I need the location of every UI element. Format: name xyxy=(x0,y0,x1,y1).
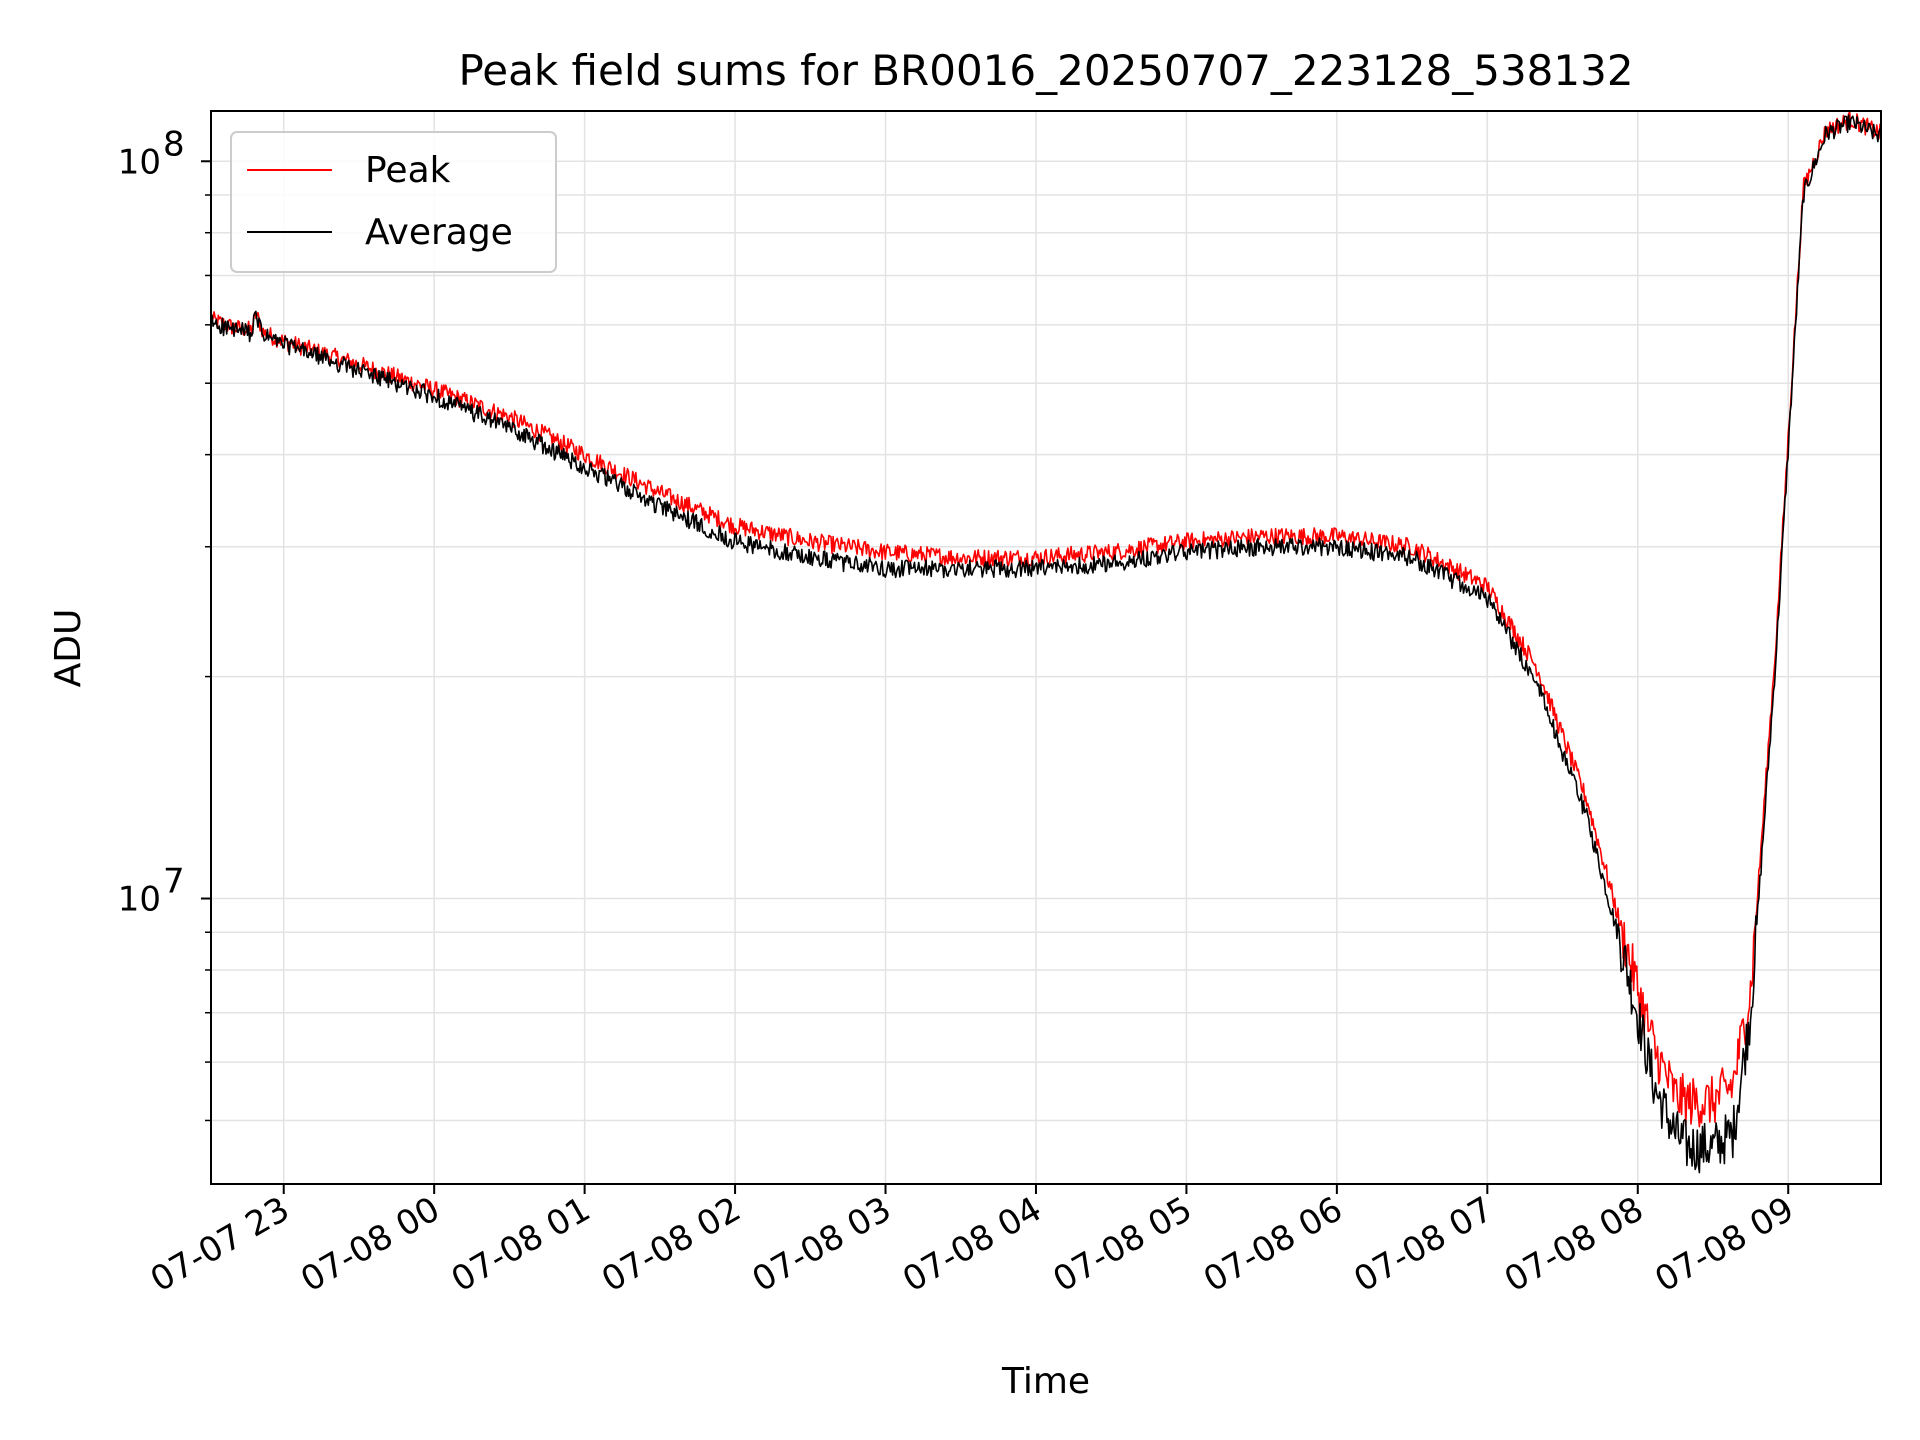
y-tick-label: 10 8 xyxy=(118,124,185,182)
legend-label-peak: Peak xyxy=(365,150,451,191)
y-tick-base: 10 xyxy=(118,880,161,920)
series-line-average xyxy=(211,114,1881,1174)
x-axis-title: Time xyxy=(1001,1361,1090,1402)
legend-box xyxy=(230,131,557,273)
legend-label-average: Average xyxy=(365,212,513,253)
plot-frame xyxy=(210,110,1882,1185)
y-axis-title: ADU xyxy=(48,609,89,688)
y-tick-exponent: 7 xyxy=(163,862,185,902)
grid xyxy=(211,111,1881,1184)
y-tick-exponent: 8 xyxy=(163,124,185,164)
series-line-peak xyxy=(211,111,1881,1128)
series-layer xyxy=(211,111,1881,1174)
y-tick-label: 10 7 xyxy=(118,862,185,920)
y-tick-base: 10 xyxy=(118,142,161,182)
legend: Peak Average xyxy=(230,131,557,273)
chart-title: Peak field sums for BR0016_20250707_2231… xyxy=(458,46,1633,95)
